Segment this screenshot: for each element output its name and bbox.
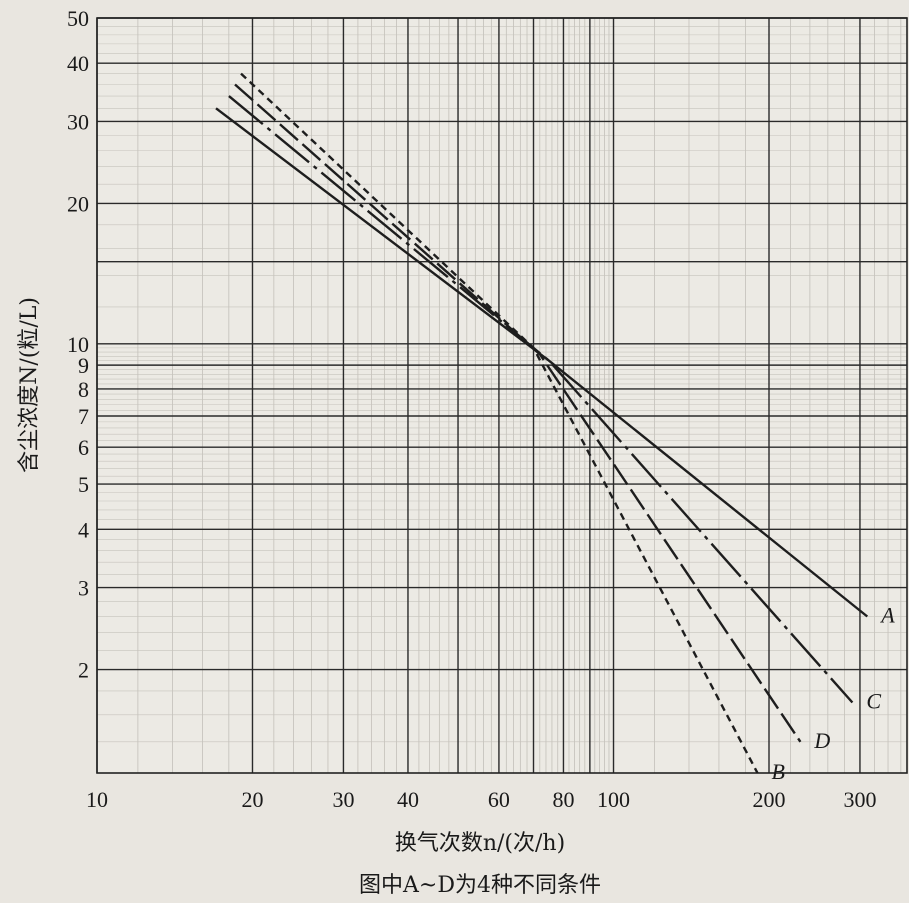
series-label-d: D	[813, 728, 830, 753]
series-line-d	[234, 83, 802, 743]
series-line-a	[215, 107, 869, 618]
x-tick-label: 30	[332, 787, 354, 812]
x-tick-label: 40	[397, 787, 419, 812]
y-tick-label: 20	[67, 191, 89, 216]
series-label-a: A	[879, 602, 895, 627]
y-tick-label: 2	[78, 658, 89, 683]
x-tick-label: 60	[488, 787, 510, 812]
x-tick-label: 300	[843, 787, 876, 812]
series-labels: A C D B	[771, 602, 895, 784]
y-tick-label: 3	[78, 576, 89, 601]
x-tick-label: 80	[552, 787, 574, 812]
series-label-c: C	[866, 688, 881, 713]
x-tick-labels: 10 20 30 40 60 80 100 200 300	[86, 787, 876, 812]
y-tick-label: 6	[78, 435, 89, 460]
y-axis-title: 含尘浓度N/(粒/L)	[17, 297, 42, 473]
y-tick-label: 4	[78, 517, 89, 542]
plot-frame	[96, 17, 908, 774]
x-axis-title: 换气次数n/(次/h)	[395, 831, 565, 856]
plot-background	[97, 18, 907, 773]
y-tick-label: 8	[78, 377, 89, 402]
x-tick-label: 20	[241, 787, 263, 812]
y-tick-label: 50	[67, 6, 89, 31]
x-tick-label: 10	[86, 787, 108, 812]
y-tick-label: 7	[78, 404, 89, 429]
y-tick-label: 10	[67, 332, 89, 357]
series-lines	[215, 72, 869, 774]
y-tick-label: 5	[78, 472, 89, 497]
series-line-b	[240, 72, 759, 774]
x-tick-label: 100	[597, 787, 630, 812]
y-tick-label: 40	[67, 51, 89, 76]
y-tick-label: 9	[78, 353, 89, 378]
series-line-c	[228, 95, 854, 704]
chart-caption: 图中A~D为4种不同条件	[359, 873, 601, 898]
x-tick-label: 200	[753, 787, 786, 812]
series-label-b: B	[771, 759, 784, 784]
y-tick-label: 30	[67, 109, 89, 134]
